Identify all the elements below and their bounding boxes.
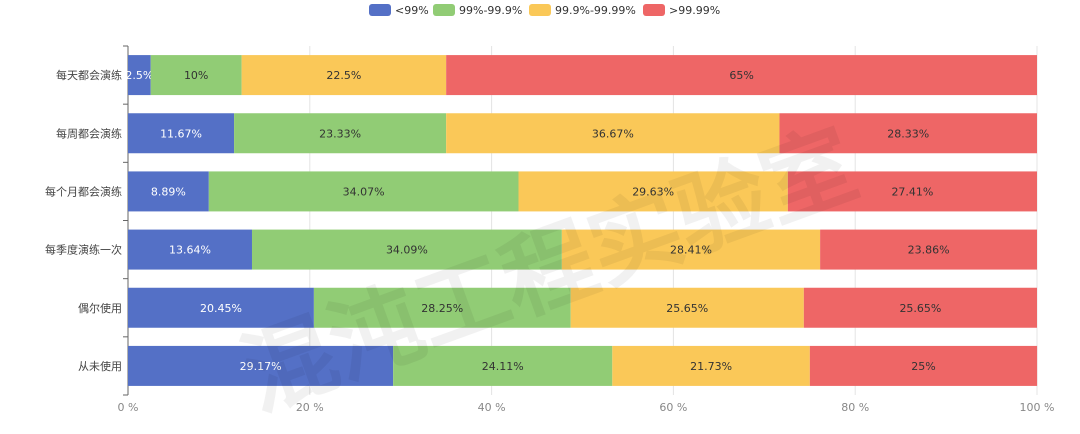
bar-segment [234,113,447,154]
data-label: 29.17% [240,360,282,373]
bar-segment [612,345,810,386]
data-label: 13.64% [169,244,211,257]
legend-entry: 99.9%-99.99% [555,4,636,17]
data-label: 25% [911,360,935,373]
bar-segment [779,113,1037,154]
bar-segment [241,55,447,96]
bar-segment [803,287,1037,328]
bar-segment [208,171,519,212]
legend-entry: 99%-99.9% [459,4,522,17]
bar-segment [313,287,571,328]
x-tick-label: 80 % [841,401,869,414]
data-label: 11.67% [160,127,202,140]
bar-segment [820,229,1037,270]
bar-segment [128,287,314,328]
data-label: 10% [184,69,208,82]
category-label: 每季度演练一次 [45,243,122,257]
bar-segment [150,55,242,96]
bar-segment [128,113,235,154]
category-label: 每周都会演练 [56,126,122,140]
data-label: 21.73% [690,360,732,373]
bar-segment [128,55,151,96]
bar-segment [128,345,394,386]
data-label: 28.33% [887,127,929,140]
bar-segment [128,171,209,212]
bar-segment [393,345,613,386]
data-label: 28.41% [670,244,712,257]
data-label: 2.5% [125,69,153,82]
data-label: 28.25% [421,302,463,315]
bar-segment [787,171,1037,212]
data-label: 24.11% [482,360,524,373]
data-label: 25.65% [899,302,941,315]
category-label: 每个月都会演练 [45,184,122,198]
legend-entry: <99% [395,4,429,17]
data-label: 22.5% [326,69,361,82]
category-label: 从未使用 [78,360,122,373]
data-label: 20.45% [200,302,242,315]
x-tick-label: 20 % [296,401,324,414]
bar-segment [128,229,252,270]
bar-segment [446,55,1037,96]
legend-swatch [369,4,391,16]
x-tick-label: 60 % [659,401,687,414]
bar-segment [561,229,821,270]
x-tick-label: 0 % [118,401,139,414]
legend-entry: >99.99% [669,4,720,17]
data-label: 65% [729,69,753,82]
data-label: 8.89% [151,185,186,198]
bar-segment [518,171,788,212]
x-tick-label: 40 % [478,401,506,414]
x-tick-label: 100 % [1020,401,1055,414]
bar-segment [251,229,562,270]
data-label: 25.65% [666,302,708,315]
data-label: 27.41% [891,185,933,198]
category-label: 偶尔使用 [78,302,122,315]
category-label: 每天都会演练 [56,68,122,82]
data-label: 23.86% [908,244,950,257]
bar-segment [809,345,1038,386]
legend-swatch [529,4,551,16]
legend-swatch [433,4,455,16]
bar-segment [446,113,780,154]
legend-swatch [643,4,665,16]
data-label: 34.07% [343,185,385,198]
data-label: 34.09% [386,244,428,257]
data-label: 23.33% [319,127,361,140]
bar-segment [570,287,804,328]
data-label: 36.67% [592,127,634,140]
data-label: 29.63% [632,185,674,198]
